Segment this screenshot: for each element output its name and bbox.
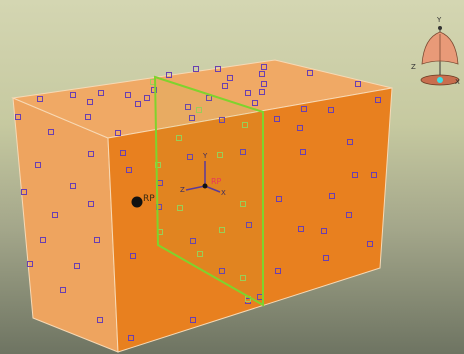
- local-csys-glyph: Y Z X RP: [180, 152, 226, 197]
- mesh-node-marker: [375, 97, 381, 103]
- section-node-marker: [155, 162, 161, 168]
- mesh-node-marker: [323, 255, 329, 261]
- section-plane-outline[interactable]: [153, 75, 264, 307]
- mesh-node-marker: [275, 268, 281, 274]
- mesh-node-marker: [193, 66, 199, 72]
- mesh-node-marker: [329, 193, 335, 199]
- section-node-marker: [240, 201, 246, 207]
- mesh-node-marker: [190, 317, 196, 323]
- triad-y-label: Y: [436, 16, 442, 24]
- section-node-marker: [217, 152, 223, 158]
- mesh-node-marker: [276, 196, 282, 202]
- mesh-node-marker: [128, 335, 134, 341]
- reference-point-label: RP: [143, 194, 155, 204]
- mesh-node-marker: [190, 238, 196, 244]
- section-node-marker: [197, 251, 203, 257]
- mesh-node-marker: [259, 89, 265, 95]
- mesh-node-marker: [274, 116, 280, 122]
- mesh-node-marker: [21, 189, 27, 195]
- section-node-marker: [177, 205, 183, 211]
- mesh-node-marker: [120, 150, 126, 156]
- mesh-node-marker: [135, 101, 141, 107]
- csys-origin: [202, 183, 208, 189]
- mesh-node-marker: [70, 92, 76, 98]
- reference-point[interactable]: RP: [131, 194, 156, 208]
- mesh-node-markers: [15, 64, 381, 341]
- mesh-node-marker: [222, 83, 228, 89]
- mesh-node-marker: [126, 167, 132, 173]
- mesh-node-marker: [352, 172, 358, 178]
- triad-z-label: Z: [411, 63, 416, 71]
- csys-z-label: Z: [180, 186, 185, 194]
- mesh-node-marker: [297, 125, 303, 131]
- mesh-node-marker: [185, 104, 191, 110]
- mesh-node-marker: [246, 222, 252, 228]
- mesh-node-marker: [88, 151, 94, 157]
- mesh-node-marker: [187, 154, 193, 160]
- mesh-node-marker: [245, 90, 251, 96]
- csys-origin-label: RP: [211, 177, 222, 186]
- mesh-node-marker: [301, 106, 307, 112]
- csys-x-label: X: [221, 189, 226, 197]
- csys-x-axis: [204, 185, 221, 193]
- mesh-node-marker: [298, 226, 304, 232]
- section-node-marker: [242, 122, 248, 128]
- mesh-node-marker: [371, 172, 377, 178]
- mesh-node-marker: [98, 90, 104, 96]
- triad-x-label: X: [455, 78, 460, 86]
- mesh-node-marker: [115, 130, 121, 136]
- reference-point-marker[interactable]: [131, 196, 143, 208]
- mesh-node-marker: [85, 114, 91, 120]
- mesh-node-marker: [48, 129, 54, 135]
- mesh-node-marker: [40, 237, 46, 243]
- csys-z-axis: [185, 185, 206, 191]
- mesh-node-marker: [215, 66, 221, 72]
- mesh-node-marker: [347, 139, 353, 145]
- section-node-marker: [196, 107, 202, 113]
- mesh-node-marker: [37, 96, 43, 102]
- mesh-node-marker: [27, 261, 33, 267]
- mesh-node-marker: [35, 162, 41, 168]
- mesh-node-marker: [240, 149, 246, 155]
- mesh-node-marker: [261, 81, 267, 87]
- mesh-node-marker: [74, 263, 80, 269]
- mesh-node-marker: [70, 183, 76, 189]
- mesh-node-marker: [130, 253, 136, 259]
- mesh-node-marker: [94, 237, 100, 243]
- mesh-node-marker: [259, 71, 265, 77]
- mesh-node-marker: [300, 149, 306, 155]
- mesh-node-marker: [60, 287, 66, 293]
- mesh-node-marker: [367, 241, 373, 247]
- triad-origin-dot: [437, 77, 443, 83]
- mesh-node-marker: [87, 99, 93, 105]
- block-front-face: [107, 87, 393, 353]
- mesh-node-marker: [252, 100, 258, 106]
- mesh-node-marker: [125, 92, 131, 98]
- mesh-node-marker: [328, 107, 334, 113]
- mesh-node-marker: [307, 70, 313, 76]
- csys-y-label: Y: [202, 152, 208, 160]
- mesh-node-marker: [52, 212, 58, 218]
- mesh-node-marker: [227, 75, 233, 81]
- mesh-node-marker: [97, 317, 103, 323]
- triad-y-tip: [438, 26, 442, 30]
- section-node-marker: [240, 275, 246, 281]
- mesh-node-marker: [166, 72, 172, 78]
- mesh-node-marker: [144, 95, 150, 101]
- mesh-node-marker: [189, 115, 195, 121]
- mesh-node-marker: [151, 87, 157, 93]
- mesh-node-marker: [219, 268, 225, 274]
- mesh-node-marker: [88, 201, 94, 207]
- section-node-marker: [219, 227, 225, 233]
- mesh-node-marker: [261, 64, 267, 70]
- mesh-node-marker: [355, 81, 361, 87]
- section-node-marker: [176, 135, 182, 141]
- mesh-node-marker: [15, 114, 21, 120]
- view-triad-icon[interactable]: Y Z X: [411, 16, 460, 86]
- mesh-node-marker: [346, 212, 352, 218]
- mesh-node-marker: [219, 117, 225, 123]
- mesh-node-marker: [321, 228, 327, 234]
